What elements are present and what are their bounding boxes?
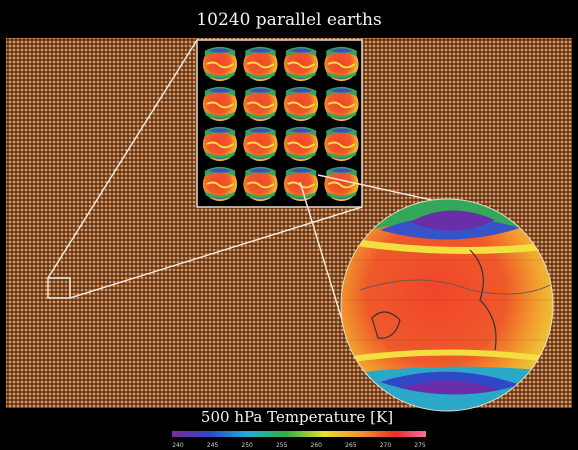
mini-globe (284, 127, 318, 161)
colorbar-tick-label: 265 (345, 442, 357, 449)
mini-globe (203, 87, 237, 121)
mini-globe (324, 127, 358, 161)
mini-globe (324, 47, 358, 81)
mini-globe (203, 127, 237, 161)
title: 10240 parallel earths (196, 10, 381, 30)
mini-globe (284, 87, 318, 121)
mini-globe (324, 167, 358, 201)
colorbar-tick-label: 255 (276, 442, 288, 449)
mini-globe (284, 47, 318, 81)
mini-globe (203, 47, 237, 81)
colorbar-tick-label: 275 (414, 442, 426, 449)
page: {"title": "10240 parallel earths", "colo… (0, 0, 578, 450)
colorbar-label: 500 hPa Temperature [K] (201, 408, 393, 426)
inset (197, 40, 362, 207)
colorbar-tick-label: 270 (380, 442, 392, 449)
mini-globe (324, 87, 358, 121)
mini-globe (243, 47, 277, 81)
colorbar-tick-label: 260 (311, 442, 323, 449)
colorbar-tick-label: 240 (172, 442, 184, 449)
mini-globe (243, 87, 277, 121)
colorbar (172, 431, 426, 437)
colorbar-tick-label: 245 (207, 442, 219, 449)
colorbar-tick-label: 250 (241, 442, 253, 449)
figure: 10240 parallel earths 500 hPa Temperatur… (0, 0, 578, 450)
mini-globe (243, 127, 277, 161)
mini-globe (243, 167, 277, 201)
mini-globe (203, 167, 237, 201)
